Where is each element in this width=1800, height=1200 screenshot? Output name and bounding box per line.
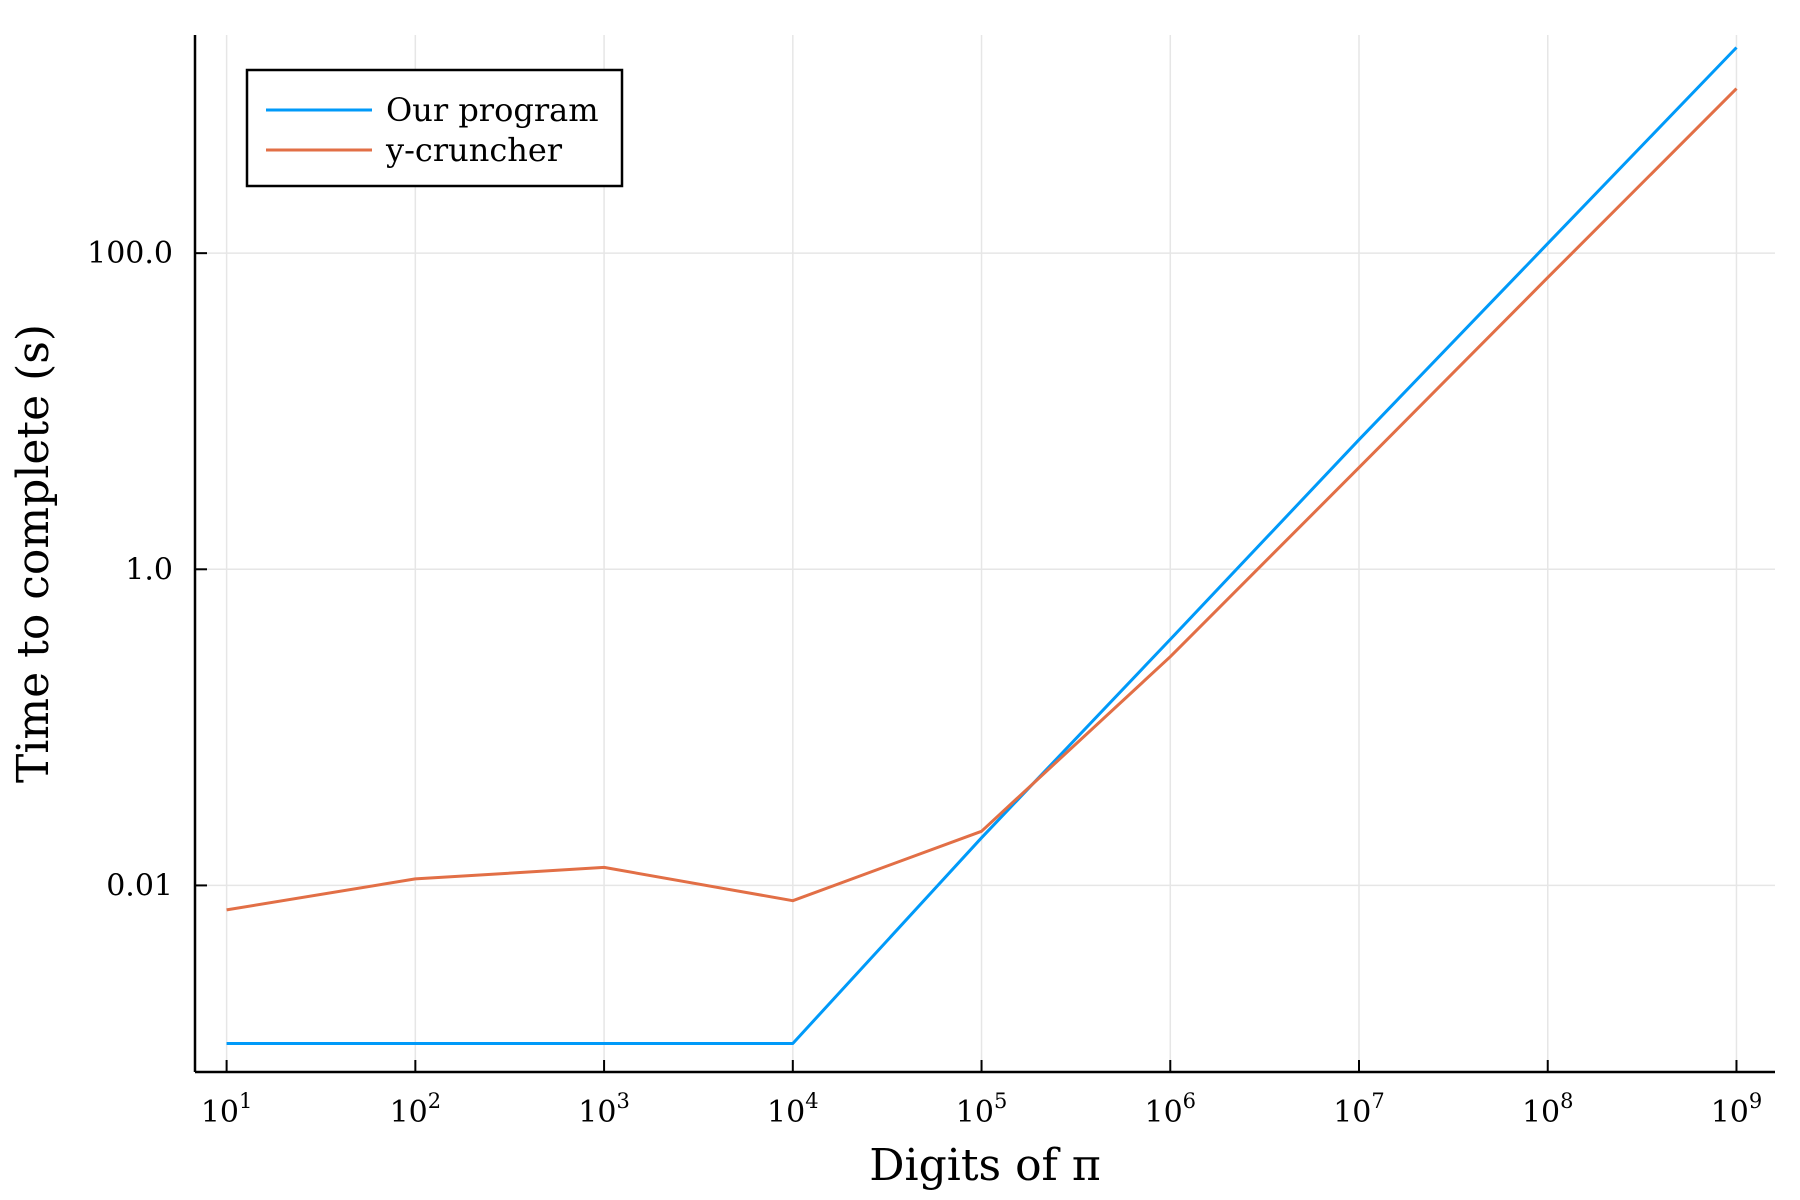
x-axis-ticks: 101 102 103 104 105 106 107 108 109 — [201, 1060, 1762, 1130]
axes — [193, 35, 1775, 1074]
x-tick-label: 103 — [578, 1089, 630, 1130]
x-tick-label: 105 — [956, 1089, 1008, 1130]
x-tick-label: 107 — [1333, 1089, 1385, 1130]
series-line-our-program — [226, 46, 1738, 1045]
x-tick-label: 102 — [390, 1089, 442, 1130]
y-tick-label: 1.0 — [125, 552, 173, 587]
x-tick-label: 104 — [767, 1089, 819, 1130]
legend-label-y-cruncher: y-cruncher — [385, 131, 563, 169]
grid — [195, 35, 1775, 1072]
legend: Our program y-cruncher — [245, 68, 624, 188]
legend-box — [245, 68, 624, 188]
series-layer — [226, 46, 1738, 1045]
x-tick-label: 108 — [1522, 1089, 1574, 1130]
x-tick-label: 106 — [1144, 1089, 1196, 1130]
y-axis-ticks: 0.01 1.0 100.0 — [87, 236, 207, 903]
y-tick-label: 100.0 — [87, 236, 173, 271]
x-axis-label: Digits of π — [869, 1140, 1101, 1191]
x-tick-label: 101 — [201, 1089, 253, 1130]
series-line-y-cruncher — [226, 87, 1738, 912]
y-axis-label: Time to complete (s) — [8, 324, 59, 783]
x-tick-label: 109 — [1711, 1089, 1763, 1130]
legend-label-our-program: Our program — [386, 91, 599, 129]
y-tick-label: 0.01 — [106, 868, 173, 903]
